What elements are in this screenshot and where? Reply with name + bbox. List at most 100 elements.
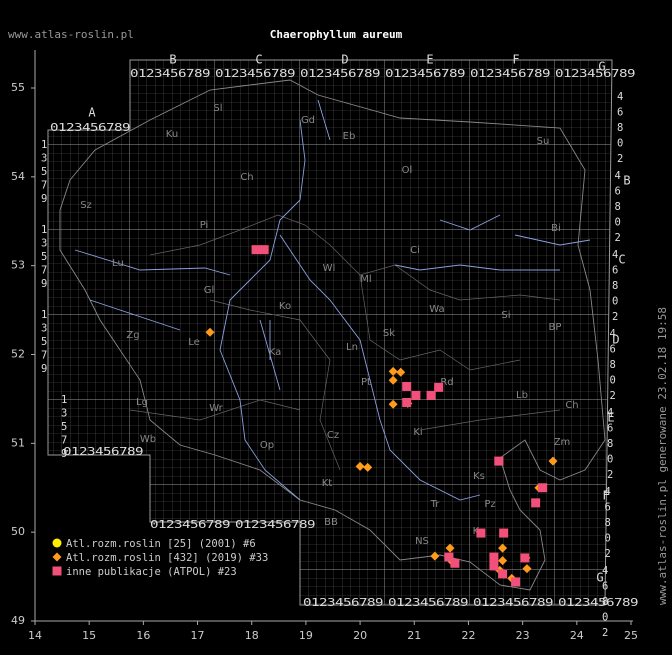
generated-label: www.atlas-roslin.pl generowane 23.02.18 … [656,307,669,605]
x-tick-label: 23 [516,629,530,642]
grid [47,59,613,606]
region-code: Ki [413,427,422,438]
grid-row-digit: 2 [602,627,608,639]
record-diamond [363,462,373,472]
grid-row-digit: 6 [605,502,611,514]
grid-row-digit: 4 [607,407,613,419]
grid-row-digit: 5 [41,251,47,263]
record-square [531,498,541,508]
grid-column-letter: D [341,53,348,67]
record-diamond [388,366,398,376]
region-code: Cz [327,430,339,441]
grid-row-digit: 2 [605,548,611,560]
grid-row-digit: 9 [41,193,47,205]
y-tick-label: 53 [11,259,25,272]
grid-column-letter: A [88,106,96,120]
grid-row-digit: 4 [605,486,611,498]
region-code: NS [415,536,429,547]
grid-row-digit: 9 [41,363,47,375]
region-code: Pt [361,377,371,388]
record-square [444,552,454,562]
region-code: BB [324,517,338,528]
region-code: Ko [279,301,291,312]
x-tick-label: 25 [624,629,638,642]
x-tick-label: 22 [461,629,475,642]
grid-row-letter: C [618,253,625,267]
grid-row-digit: 5 [41,166,47,178]
grid-digits: 0123456789 [470,68,550,80]
grid-row-digit: 6 [607,423,613,435]
region-code: Pz [484,499,495,510]
region-code: Lg [136,397,148,408]
map-layer: 14 15 16 17 18 19 20 21 22 23 24 2549505152535455AB… [11,53,639,643]
region-code: Ch [565,400,578,411]
region-code: Lb [516,390,528,401]
grid-row-digit: 1 [41,139,47,151]
grid-row-digit: 2 [612,311,618,323]
record-square [411,390,421,400]
record-square [489,561,499,571]
grid-row-digit: 6 [602,581,608,593]
grid-digits: 0123456789 [555,68,635,80]
grid-row-digit: 2 [615,232,621,244]
y-tick-label: 52 [11,348,25,361]
grid-row-digit: 2 [607,469,613,481]
grid-row-digit: 3 [41,153,47,165]
grid-row-digit: 3 [41,323,47,335]
record-square [259,245,269,255]
region-code: Sz [80,200,92,211]
grid-row-digit: 7 [41,265,47,277]
grid-row-digit: 4 [602,565,608,577]
grid-row-digit: 0 [605,533,611,545]
x-tick-label: 17 [191,629,205,642]
grid-column-letter: C [255,53,262,67]
region-code: Sl [213,103,222,114]
record-square [402,397,412,407]
region-borders [129,214,561,471]
grid-column-letter: B [169,53,176,67]
grid-column-letter: G [598,60,605,74]
record-square [434,382,444,392]
x-tick-label: 14 [28,629,42,642]
grid-row-digit: 0 [602,612,608,624]
grid-column-letter: E [426,53,433,67]
legend-label: Atl.rozm.roslin [432] (2019) #33 [66,552,268,564]
grid-row-digit: 5 [41,336,47,348]
legend-marker [52,552,62,562]
grid-digits: 0123456789 [385,68,465,80]
region-code: Le [188,337,200,348]
record-diamond [498,556,508,566]
region-code: Zg [126,330,139,341]
record-diamond [205,327,215,337]
grid-row-digit: 3 [61,408,67,420]
grid-row-digit: 7 [41,180,47,192]
x-tick-label: 20 [353,629,367,642]
grid-digits: 0123456789 [303,597,383,609]
grid-row-digit: 6 [610,344,616,356]
record-diamond [548,456,558,466]
region-code: Op [260,440,274,451]
x-tick-label: 16 [136,629,150,642]
region-code: Ln [346,342,358,353]
region-code: Lu [112,258,124,269]
grid-row-letter: G [596,571,603,585]
record-diamond [498,543,508,553]
record-diamond [522,564,532,574]
grid-row-digit: 8 [607,438,613,450]
region-code: Ol [402,165,413,176]
region-code: Kt [322,478,333,489]
grid-row-digit: 9 [41,278,47,290]
region-code: Pi [200,220,209,231]
record-square [499,528,509,538]
grid-row-digit: 6 [612,265,618,277]
grid-row-digit: 4 [617,91,623,103]
grid-row-digit: 5 [61,421,67,433]
grid-digits: 0123456789 [300,68,380,80]
grid-row-digit: 6 [617,107,623,119]
record-diamond [445,543,455,553]
region-code: Rd [440,377,453,388]
record-square [538,483,548,493]
region-code: Wl [323,263,336,274]
grid-digits: 0123456789 [558,597,638,609]
